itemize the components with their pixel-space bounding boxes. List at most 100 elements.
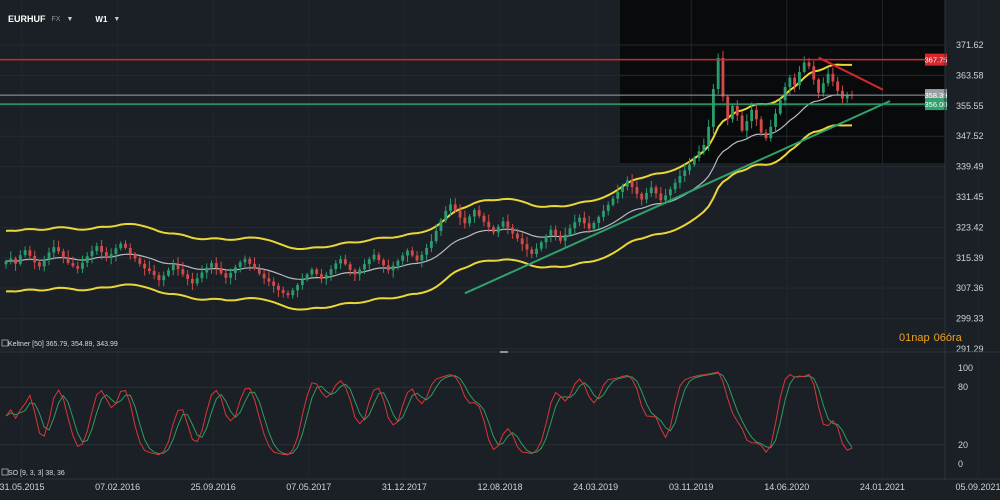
- candle-body[interactable]: [707, 126, 711, 145]
- chevron-down-icon[interactable]: ▼: [66, 15, 74, 23]
- timeframe-label[interactable]: W1: [95, 14, 108, 24]
- candle-body[interactable]: [721, 57, 725, 97]
- candle-body[interactable]: [181, 269, 185, 275]
- candle-body[interactable]: [716, 57, 720, 89]
- candle-body[interactable]: [587, 223, 591, 229]
- candle-body[interactable]: [281, 289, 285, 293]
- candle-body[interactable]: [802, 62, 806, 72]
- candle-body[interactable]: [372, 254, 376, 260]
- candle-body[interactable]: [807, 62, 811, 67]
- candle-body[interactable]: [740, 115, 744, 131]
- candle-body[interactable]: [114, 248, 118, 254]
- candle-body[interactable]: [190, 278, 194, 284]
- candle-body[interactable]: [257, 268, 261, 274]
- candle-body[interactable]: [358, 269, 362, 275]
- candle-body[interactable]: [487, 221, 491, 228]
- candle-body[interactable]: [482, 215, 486, 222]
- candle-body[interactable]: [797, 71, 801, 86]
- candle-body[interactable]: [668, 189, 672, 196]
- candle-body[interactable]: [157, 275, 161, 281]
- candle-body[interactable]: [535, 248, 538, 254]
- candle-body[interactable]: [731, 106, 734, 120]
- candle-body[interactable]: [616, 191, 620, 199]
- candle-body[interactable]: [382, 260, 386, 266]
- candle-body[interactable]: [133, 253, 137, 259]
- indicator-settings-icon[interactable]: [1, 339, 9, 347]
- candle-body[interactable]: [291, 290, 295, 296]
- candle-body[interactable]: [28, 250, 32, 256]
- candle-body[interactable]: [386, 265, 390, 271]
- candle-body[interactable]: [339, 259, 343, 264]
- candle-body[interactable]: [305, 274, 309, 280]
- candle-body[interactable]: [769, 126, 773, 139]
- candle-body[interactable]: [147, 268, 151, 272]
- candle-body[interactable]: [171, 264, 175, 271]
- candle-body[interactable]: [645, 193, 648, 200]
- candle-body[interactable]: [711, 88, 715, 127]
- candle-body[interactable]: [515, 233, 519, 239]
- candle-body[interactable]: [463, 217, 467, 224]
- candle-body[interactable]: [267, 278, 271, 282]
- candle-body[interactable]: [449, 204, 452, 211]
- candle-body[interactable]: [492, 227, 495, 233]
- candle-body[interactable]: [324, 274, 328, 279]
- candle-body[interactable]: [71, 263, 75, 267]
- candle-body[interactable]: [559, 235, 562, 241]
- candle-body[interactable]: [429, 241, 433, 248]
- candle-body[interactable]: [38, 262, 41, 267]
- candle-body[interactable]: [391, 265, 395, 271]
- candle-body[interactable]: [195, 278, 199, 284]
- candle-body[interactable]: [47, 252, 51, 260]
- candle-body[interactable]: [329, 269, 333, 275]
- resistance-trendline[interactable]: [818, 56, 884, 91]
- candle-body[interactable]: [138, 258, 142, 264]
- candle-body[interactable]: [611, 198, 615, 205]
- candle-body[interactable]: [233, 267, 237, 273]
- candle-body[interactable]: [578, 217, 581, 223]
- candle-body[interactable]: [81, 262, 84, 269]
- candle-body[interactable]: [659, 193, 663, 201]
- candle-body[interactable]: [406, 250, 409, 256]
- candle-body[interactable]: [654, 187, 658, 194]
- candle-body[interactable]: [501, 221, 505, 227]
- candle-body[interactable]: [4, 261, 8, 265]
- symbol-label[interactable]: EURHUF: [8, 14, 46, 24]
- candle-body[interactable]: [726, 96, 730, 120]
- candle-body[interactable]: [205, 267, 209, 273]
- candle-body[interactable]: [363, 264, 366, 270]
- candle-body[interactable]: [100, 246, 104, 253]
- candle-body[interactable]: [167, 270, 170, 276]
- candle-body[interactable]: [186, 274, 190, 279]
- candle-body[interactable]: [621, 186, 625, 192]
- candle-body[interactable]: [439, 220, 443, 231]
- candle-body[interactable]: [793, 77, 797, 86]
- candle-body[interactable]: [23, 250, 27, 256]
- candle-body[interactable]: [61, 251, 65, 258]
- candle-body[interactable]: [597, 216, 601, 223]
- candle-body[interactable]: [635, 186, 639, 194]
- candle-body[interactable]: [678, 176, 682, 183]
- candle-body[interactable]: [219, 267, 223, 274]
- candle-body[interactable]: [664, 195, 668, 201]
- candle-body[interactable]: [410, 250, 414, 256]
- candle-body[interactable]: [272, 281, 276, 286]
- candle-body[interactable]: [496, 226, 500, 233]
- candle-body[interactable]: [774, 113, 777, 127]
- candle-body[interactable]: [66, 257, 70, 264]
- candle-body[interactable]: [343, 259, 347, 265]
- candle-body[interactable]: [377, 254, 381, 261]
- candle-body[interactable]: [525, 244, 529, 250]
- candle-body[interactable]: [248, 258, 252, 264]
- candle-body[interactable]: [300, 279, 304, 286]
- candle-body[interactable]: [453, 204, 457, 211]
- candle-body[interactable]: [649, 187, 653, 194]
- candle-body[interactable]: [124, 243, 127, 248]
- candle-body[interactable]: [640, 193, 644, 200]
- candle-body[interactable]: [697, 151, 701, 158]
- candle-body[interactable]: [573, 222, 577, 229]
- pane-resize-handle[interactable]: [500, 351, 508, 353]
- candle-body[interactable]: [539, 242, 543, 249]
- candle-body[interactable]: [95, 246, 99, 251]
- candle-body[interactable]: [296, 285, 299, 291]
- candle-body[interactable]: [18, 255, 22, 264]
